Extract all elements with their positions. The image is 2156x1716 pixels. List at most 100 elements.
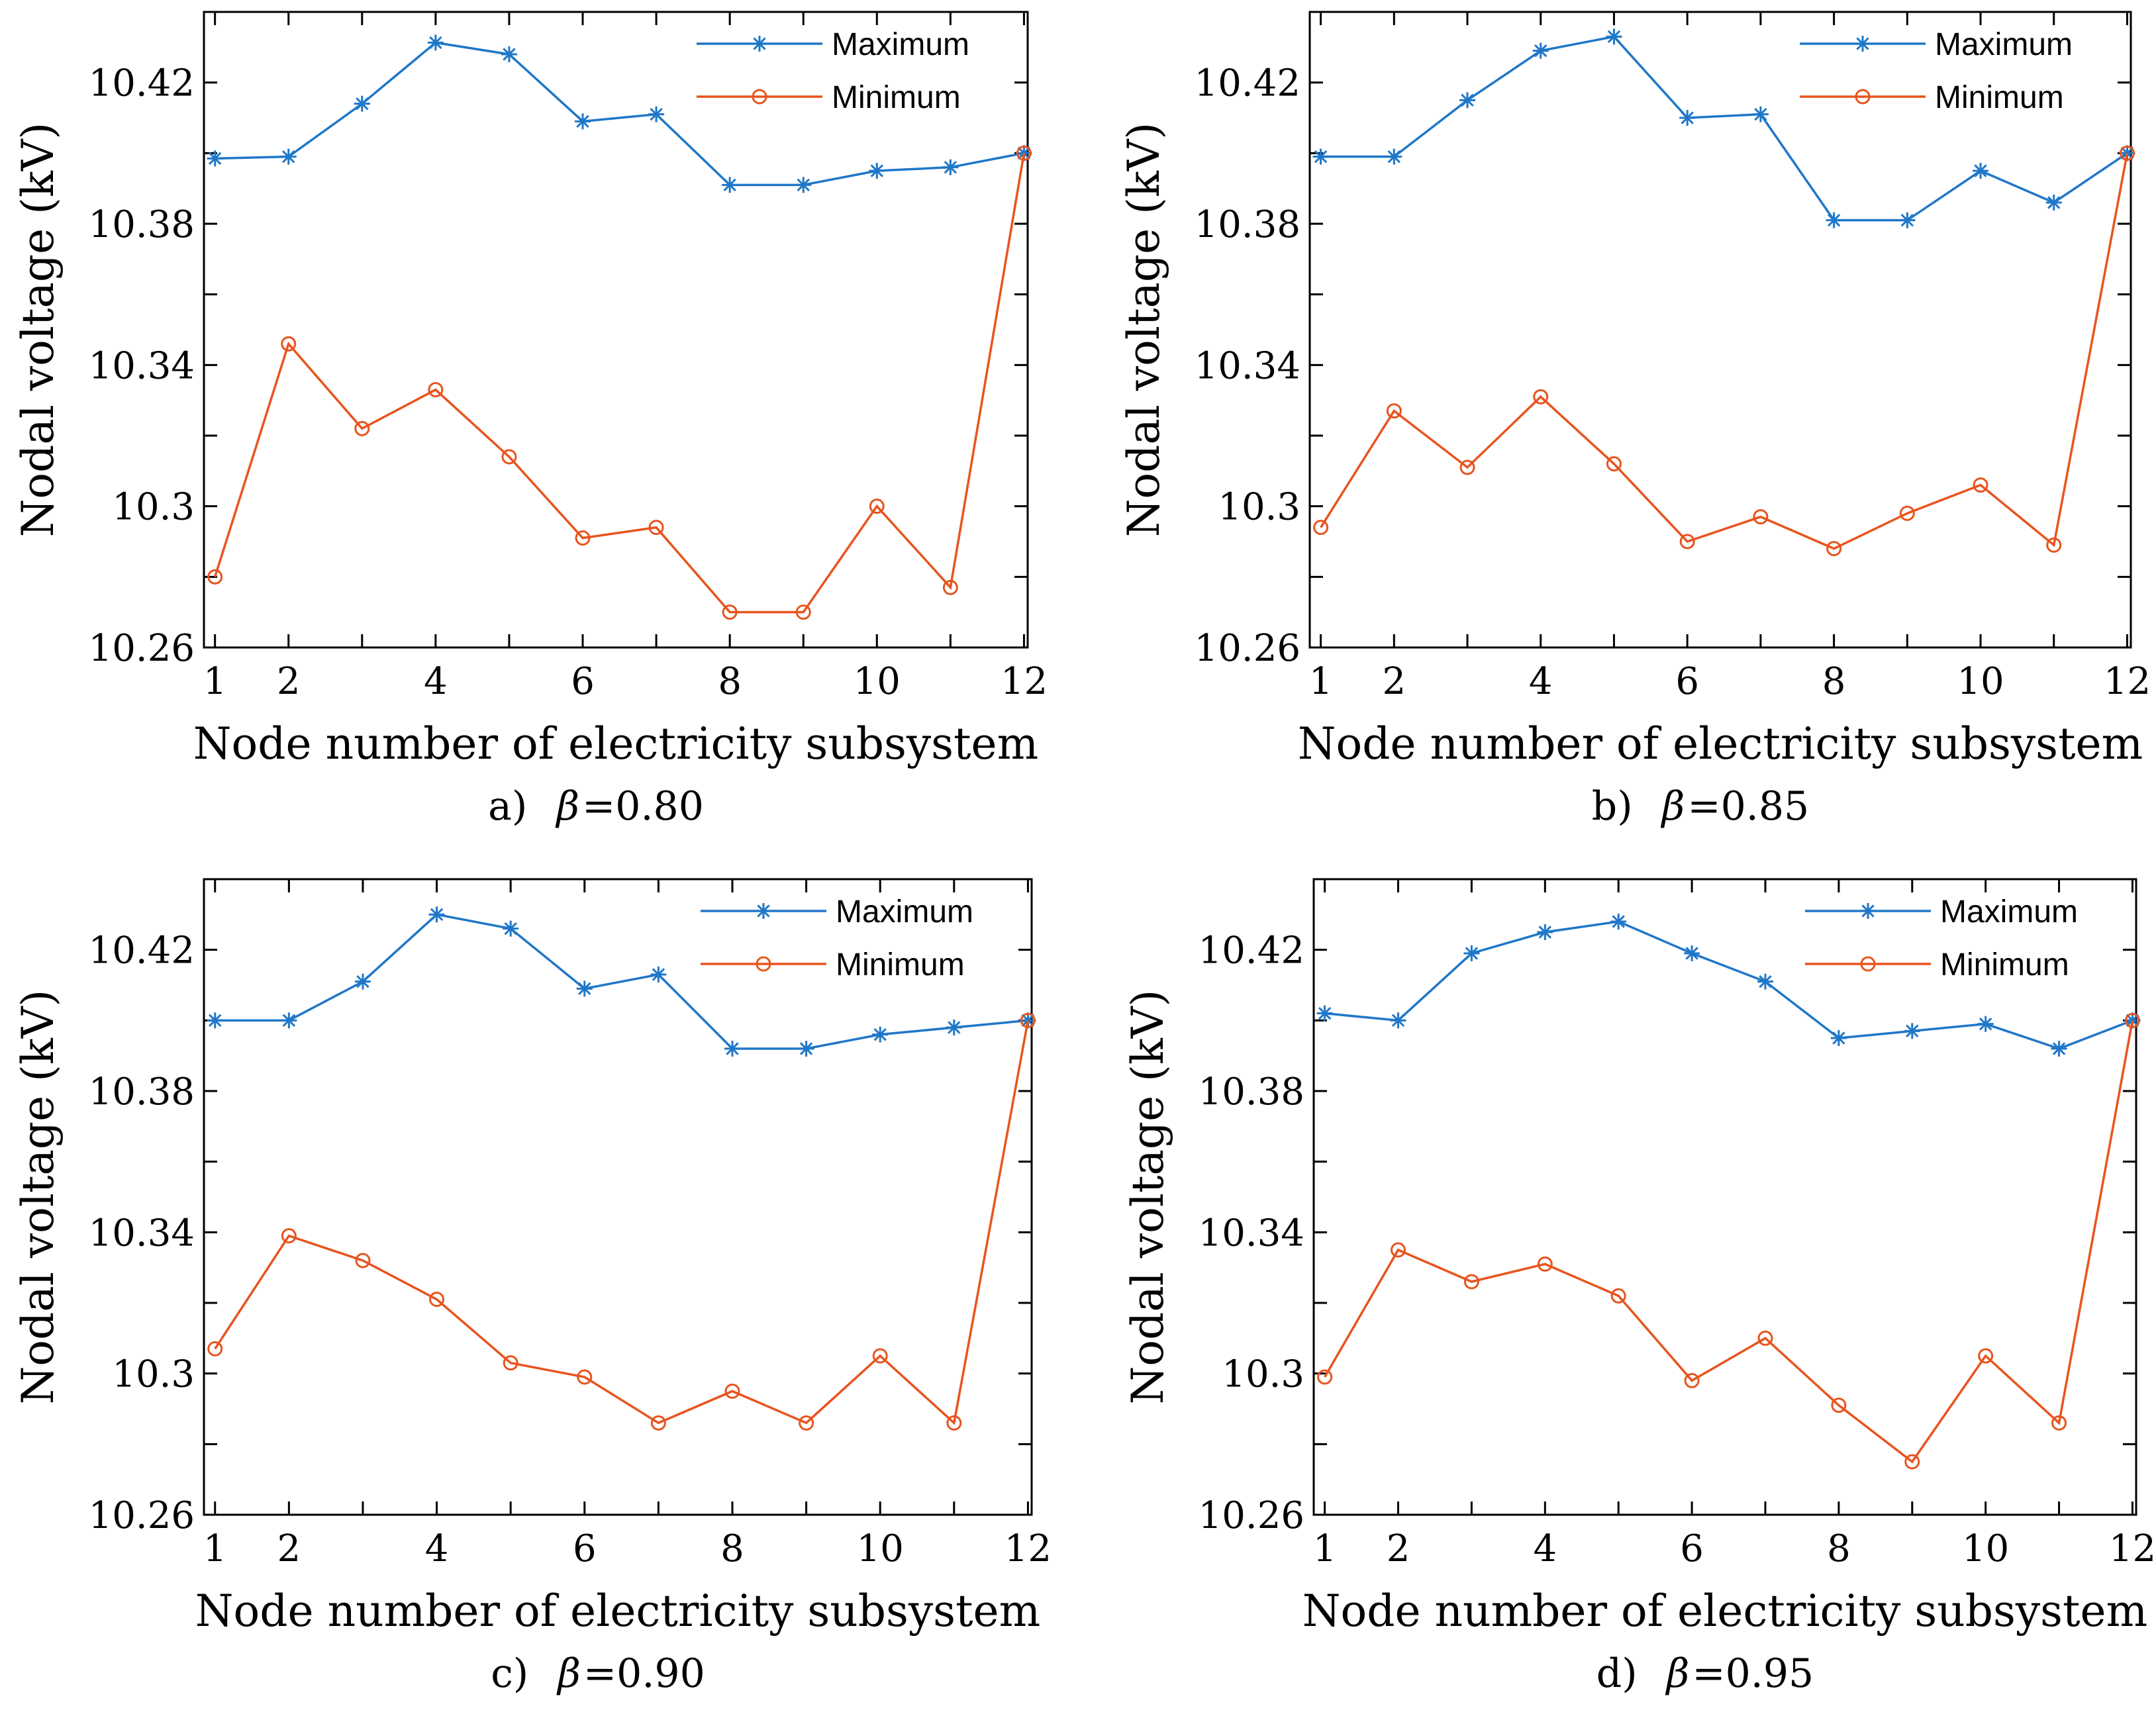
legend-label: Minimum <box>1940 947 2069 982</box>
x-tick-label: 8 <box>720 1527 744 1570</box>
data-point-minimum <box>872 1348 888 1364</box>
data-point-minimum <box>503 1355 518 1371</box>
data-point-minimum <box>354 420 370 436</box>
data-point-minimum <box>281 336 297 352</box>
legend-marker <box>1860 956 1876 972</box>
data-point-minimum <box>2051 1415 2067 1431</box>
data-point-maximum <box>1684 945 1700 961</box>
y-tick-label: 10.26 <box>1199 1494 1304 1537</box>
data-point-minimum <box>1391 1242 1406 1258</box>
data-point-maximum <box>1752 106 1769 122</box>
series-line-maximum <box>1324 920 2133 1050</box>
x-tick-label: 8 <box>1827 1527 1851 1570</box>
plot-frame <box>1312 878 2137 1516</box>
legend-marker <box>1855 36 1871 52</box>
legend-marker <box>1860 903 1876 919</box>
legend-entry-maximum: Maximum <box>1805 894 2078 930</box>
data-point-minimum <box>648 520 664 536</box>
x-tick-label: 10 <box>1957 660 2004 703</box>
legend-entry-minimum: Minimum <box>697 80 961 115</box>
data-point-maximum <box>722 177 738 193</box>
data-point-maximum <box>576 980 593 997</box>
x-tick-label: 12 <box>1001 660 1048 703</box>
beta-value: =0.90 <box>583 1650 705 1697</box>
y-tick-label: 10.38 <box>1195 203 1300 246</box>
y-axis-label: Nodal voltage (kV) <box>13 122 64 538</box>
x-tick-label: 10 <box>1962 1527 2009 1570</box>
x-tick-label: 4 <box>425 1527 449 1570</box>
data-point-minimum <box>722 604 738 620</box>
panel-label: d) <box>1596 1650 1638 1697</box>
y-tick-label: 10.3 <box>112 1353 195 1396</box>
legend-label: Maximum <box>832 27 969 62</box>
series-line-minimum <box>1324 1020 2134 1464</box>
beta-symbol: β <box>1661 783 1685 830</box>
legend-marker <box>752 89 767 105</box>
legend-label: Minimum <box>832 80 961 115</box>
data-point-maximum <box>2045 195 2062 211</box>
legend-label: Maximum <box>1935 27 2073 62</box>
x-tick-label: 1 <box>1309 660 1333 703</box>
legend-label: Minimum <box>1935 80 2064 115</box>
data-point-maximum <box>1537 924 1553 940</box>
data-point-minimum <box>1016 145 1032 161</box>
data-point-minimum <box>501 449 517 465</box>
x-tick-label: 1 <box>203 660 227 703</box>
x-tick-label: 12 <box>1004 1527 1052 1570</box>
data-point-minimum <box>355 1253 371 1268</box>
legend-marker <box>752 36 767 52</box>
data-point-maximum <box>946 1020 962 1035</box>
data-point-minimum <box>1978 1348 1994 1364</box>
x-tick-label: 4 <box>1529 660 1553 703</box>
panel-caption: a) β=0.80 <box>488 783 704 830</box>
data-point-minimum <box>1533 389 1549 405</box>
x-axis-label: Node number of electricity subsystem <box>195 1586 1040 1637</box>
data-point-maximum <box>650 967 667 982</box>
legend-entry-minimum: Minimum <box>1800 80 2064 115</box>
data-point-minimum <box>2124 1012 2140 1028</box>
data-point-maximum <box>1459 92 1476 109</box>
y-tick-label: 10.34 <box>1195 344 1300 387</box>
y-tick-label: 10.26 <box>1195 627 1300 670</box>
data-point-minimum <box>946 1415 962 1431</box>
y-axis-label: Nodal voltage (kV) <box>13 990 64 1405</box>
y-tick-label: 10.42 <box>89 930 195 973</box>
legend-entry-maximum: Maximum <box>1800 27 2073 62</box>
data-point-minimum <box>207 569 223 585</box>
beta-value: =0.80 <box>582 783 704 830</box>
panel-caption: b) β=0.85 <box>1592 783 1809 830</box>
y-tick-label: 10.34 <box>89 1212 195 1255</box>
beta-symbol: β <box>555 783 579 830</box>
data-point-maximum <box>428 906 445 923</box>
data-point-maximum <box>724 1041 740 1057</box>
data-point-minimum <box>1463 1274 1479 1290</box>
x-tick-label: 2 <box>277 660 301 703</box>
data-point-minimum <box>2046 537 2062 553</box>
x-axis-label: Node number of electricity subsystem <box>193 718 1038 769</box>
y-tick-label: 10.38 <box>1199 1071 1304 1114</box>
data-point-maximum <box>575 113 591 130</box>
data-point-maximum <box>1463 945 1480 961</box>
series-line-minimum <box>1320 153 2129 550</box>
y-tick-label: 10.38 <box>89 203 195 246</box>
y-tick-label: 10.26 <box>89 1494 195 1537</box>
data-point-maximum <box>798 1041 814 1057</box>
y-tick-label: 10.3 <box>1218 486 1300 529</box>
x-tick-label: 8 <box>718 660 742 703</box>
x-tick-label: 6 <box>571 660 595 703</box>
y-tick-label: 10.3 <box>112 486 195 529</box>
data-point-minimum <box>869 499 885 514</box>
y-tick-label: 10.34 <box>89 344 195 387</box>
series-line-maximum <box>215 41 1024 187</box>
data-point-minimum <box>1679 534 1695 549</box>
legend-entry-minimum: Minimum <box>1805 947 2069 982</box>
data-point-maximum <box>501 46 517 62</box>
legend-entry-minimum: Minimum <box>701 947 965 982</box>
data-point-maximum <box>1610 914 1627 930</box>
data-point-minimum <box>1904 1454 1920 1470</box>
data-point-minimum <box>795 604 811 620</box>
data-point-maximum <box>1977 1016 1994 1032</box>
plot-frame <box>203 11 1029 649</box>
data-point-maximum <box>1312 148 1329 165</box>
